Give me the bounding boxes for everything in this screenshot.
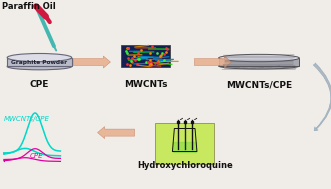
Ellipse shape bbox=[7, 53, 72, 62]
Text: Graphite Powder: Graphite Powder bbox=[11, 60, 68, 64]
FancyBboxPatch shape bbox=[121, 45, 170, 67]
Polygon shape bbox=[218, 58, 299, 66]
FancyBboxPatch shape bbox=[155, 122, 214, 164]
Text: Paraffin Oil: Paraffin Oil bbox=[2, 2, 56, 11]
FancyArrow shape bbox=[73, 56, 111, 68]
Text: Hydroxychloroquine: Hydroxychloroquine bbox=[137, 161, 233, 170]
FancyArrow shape bbox=[98, 127, 135, 139]
Text: MWCNTs/CPE: MWCNTs/CPE bbox=[4, 115, 50, 122]
Text: MWCNTs: MWCNTs bbox=[124, 80, 168, 89]
Text: MWCNTs/CPE: MWCNTs/CPE bbox=[226, 80, 292, 89]
FancyArrow shape bbox=[194, 56, 231, 68]
Text: CPE: CPE bbox=[30, 80, 49, 89]
Polygon shape bbox=[7, 58, 72, 67]
Ellipse shape bbox=[218, 54, 299, 62]
Ellipse shape bbox=[218, 63, 299, 69]
Text: CPE: CPE bbox=[30, 153, 43, 159]
Ellipse shape bbox=[7, 63, 72, 70]
